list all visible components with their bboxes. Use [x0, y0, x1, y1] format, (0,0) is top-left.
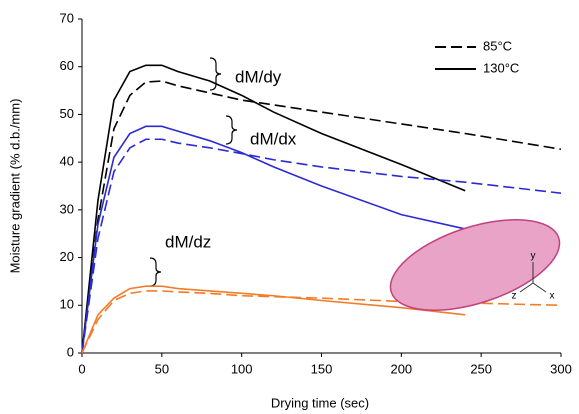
data-line	[81, 64, 466, 354]
inset-axis-label: y	[531, 251, 536, 262]
data-line	[81, 125, 466, 354]
y-tick-label: 50	[60, 106, 74, 121]
y-tick-label: 30	[60, 201, 74, 216]
y-tick-label: 0	[67, 344, 74, 359]
x-tick-label: 0	[78, 361, 85, 376]
x-axis-label: Drying time (sec)	[271, 395, 369, 410]
x-tick-label: 50	[155, 361, 169, 376]
brace	[225, 115, 238, 145]
y-tick-label: 20	[60, 249, 74, 264]
data-line	[81, 138, 562, 354]
data-line	[81, 285, 466, 354]
axis-arrow	[532, 282, 547, 293]
axis-arrow	[519, 282, 534, 293]
brace	[149, 257, 162, 287]
data-line	[81, 80, 562, 354]
inset-axis-label: x	[550, 291, 555, 302]
legend-label: 130°C	[483, 60, 519, 75]
y-tick-label: 70	[60, 10, 74, 25]
legend-label: 85°C	[483, 38, 512, 53]
annotation: dM/dz	[165, 232, 211, 251]
data-line	[81, 290, 562, 354]
ellipsoid	[389, 219, 561, 311]
y-axis-label: Moisture gradient (% d.b./mm)	[7, 99, 22, 274]
x-tick-label: 250	[470, 361, 492, 376]
x-tick-label: 300	[550, 361, 572, 376]
x-tick-label: 100	[231, 361, 253, 376]
y-tick-label: 60	[60, 58, 74, 73]
annotation: dM/dy	[235, 67, 282, 86]
inset-axis-label: z	[512, 291, 517, 302]
x-tick-label: 200	[390, 361, 412, 376]
annotation: dM/dx	[250, 129, 297, 148]
y-tick-label: 40	[60, 154, 74, 169]
brace	[209, 57, 222, 91]
y-tick-label: 10	[60, 297, 74, 312]
inset-ellipsoid	[389, 219, 561, 311]
x-tick-label: 150	[311, 361, 333, 376]
